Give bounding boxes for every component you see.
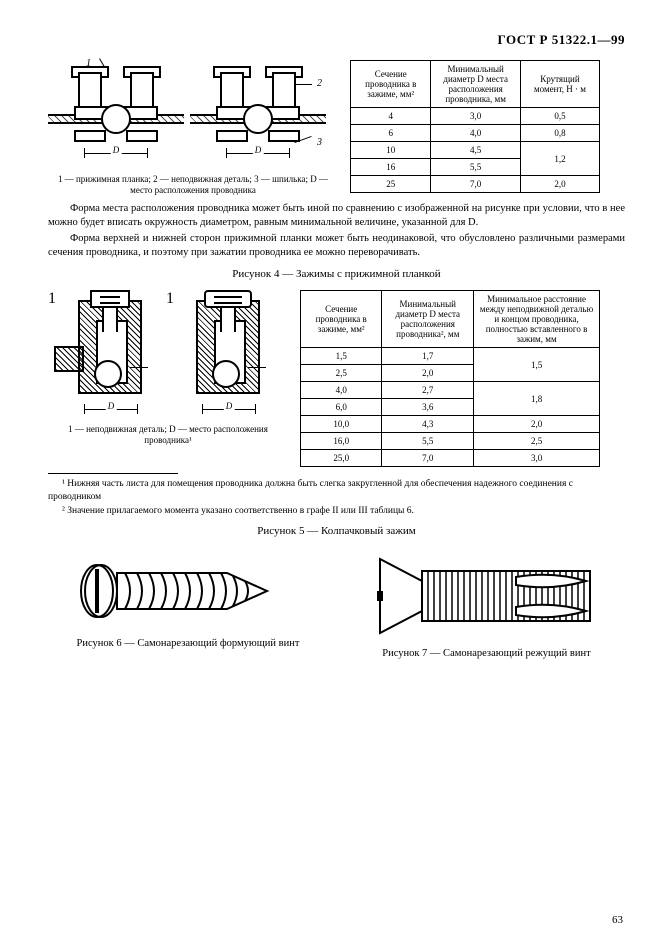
table-row: 16,0 5,5 2,5 [301,433,600,450]
figure5-row: 1 D 1 D 1 — неподвижная деталь; D — мест… [48,290,625,467]
t2-h1: Сечение проводника в зажиме, мм² [301,291,382,348]
figure7-drawing [376,551,596,641]
table-row: 10 4,5 1,2 [351,142,600,159]
fig5-label-1b: 1 [166,290,174,307]
figure6-title: Рисунок 6 — Самонарезающий формующий вин… [77,637,300,650]
figure4-drawing-right: 2 3 D [190,60,326,170]
figure4-legend: 1 — прижимная планка; 2 — неподвижная де… [48,174,338,196]
figure5-drawing-right: 1 D [166,290,278,420]
table-row: 1,5 1,7 1,5 [301,348,600,365]
document-header: ГОСТ Р 51322.1—99 [48,32,625,48]
figure4-row: 1 D 2 3 [48,60,625,196]
figure6-drawing [77,551,277,631]
figure7-block: Рисунок 7 — Самонарезающий режущий винт [376,551,596,660]
figure4-drawing-left: 1 D [48,60,184,170]
figure4-title: Рисунок 4 — Зажимы с прижимной планкой [48,268,625,280]
fig5-label-1: 1 [48,290,56,307]
figure6-7-row: Рисунок 6 — Самонарезающий формующий вин… [48,551,625,660]
fig5-dim-d2: D [224,401,235,411]
figure4-drawings: 1 D 2 3 [48,60,338,196]
fig4-dim-d: D [111,145,122,155]
fig4-para2: Форма верхней и нижней сторон прижимной … [48,232,625,260]
table-row: 25,0 7,0 3,0 [301,450,600,467]
t1-h2: Минимальный диаметр D места расположения… [431,61,520,108]
table-row: 4 3,0 0,5 [351,108,600,125]
page-number: 63 [612,914,623,926]
footnote-1: ¹ Нижняя часть листа для помещения прово… [48,478,625,503]
fig4-label-3: 3 [317,137,322,148]
footnotes: ¹ Нижняя часть листа для помещения прово… [48,478,625,517]
figure5-drawing-left: 1 D [48,290,160,420]
t1-h1: Сечение проводника в зажиме, мм² [351,61,431,108]
fig4-label-2: 2 [317,78,322,89]
footnote-2: ² Значение прилагаемого момента указано … [48,505,625,517]
figure4-notes: Форма места расположения проводника може… [48,202,625,261]
fig4-dim-d2: D [253,145,264,155]
fig4-para1: Форма места расположения проводника може… [48,202,625,230]
figure5-legend: 1 — неподвижная деталь; D — место распол… [48,424,288,446]
figure5-title: Рисунок 5 — Колпачковый зажим [48,525,625,537]
table-row: 10,0 4,3 2,0 [301,416,600,433]
figure6-block: Рисунок 6 — Самонарезающий формующий вин… [77,551,300,660]
figure5-table: Сечение проводника в зажиме, мм² Минимал… [300,290,600,467]
figure4-table: Сечение проводника в зажиме, мм² Минимал… [350,60,600,193]
figure5-drawings: 1 D 1 D 1 — неподвижная деталь; D — мест… [48,290,288,446]
footnote-rule [48,473,178,474]
t1-h3: Крутящий момент, Н · м [520,61,599,108]
fig5-dim-d: D [106,401,117,411]
figure7-title: Рисунок 7 — Самонарезающий режущий винт [376,647,596,660]
table-row: 6 4,0 0,8 [351,125,600,142]
table-row: 4,0 2,7 1,8 [301,382,600,399]
t2-h2: Минимальный диаметр D места расположения… [382,291,474,348]
t2-h3: Минимальное расстояние между неподвижной… [474,291,600,348]
table-row: 25 7,0 2,0 [351,176,600,193]
